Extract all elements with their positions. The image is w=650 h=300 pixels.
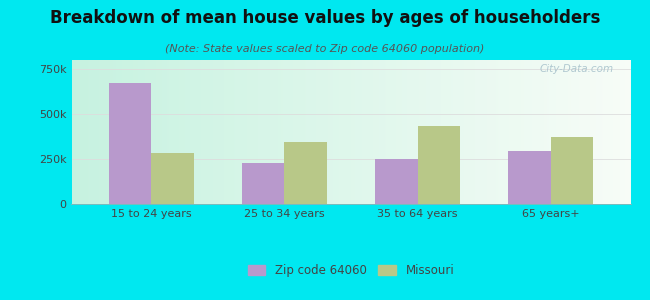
Text: Breakdown of mean house values by ages of householders: Breakdown of mean house values by ages o…	[50, 9, 600, 27]
Bar	[285, 142, 327, 204]
Legend: Zip code 64060, Missouri: Zip code 64060, Missouri	[243, 259, 459, 282]
Bar	[109, 83, 151, 204]
Bar	[375, 159, 417, 204]
Bar	[508, 152, 551, 204]
Bar	[151, 153, 194, 204]
Text: (Note: State values scaled to Zip code 64060 population): (Note: State values scaled to Zip code 6…	[165, 44, 485, 53]
Text: City-Data.com: City-Data.com	[540, 64, 614, 74]
Bar	[417, 126, 460, 204]
Bar	[242, 163, 285, 204]
Bar	[551, 137, 593, 204]
